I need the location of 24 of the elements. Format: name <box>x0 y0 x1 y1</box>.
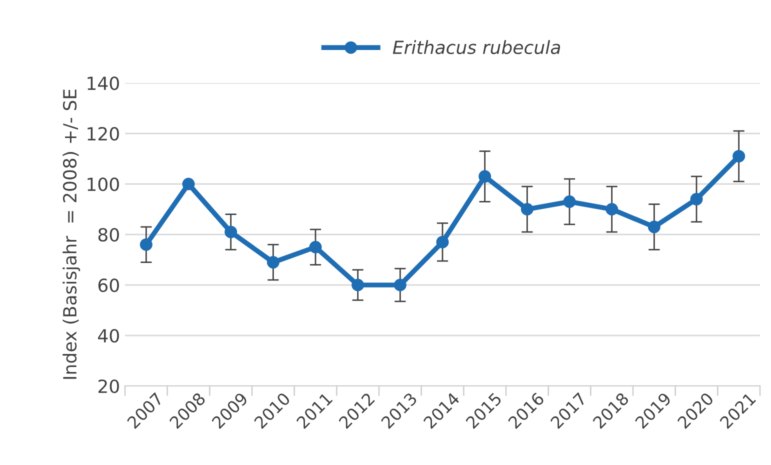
point <box>520 203 534 216</box>
point <box>732 150 746 162</box>
y-tick-label: 120 <box>88 126 119 141</box>
legend-label: Erithacus rubecula <box>392 40 560 54</box>
y-axis-title: Index (Basisjahr = 2008) +/- SE <box>62 90 80 379</box>
point <box>394 278 406 292</box>
y-tick-label: 100 <box>88 177 119 192</box>
point <box>182 178 195 190</box>
point <box>648 220 660 234</box>
point <box>563 195 576 208</box>
point <box>606 203 618 216</box>
point <box>478 170 492 183</box>
point <box>309 240 322 254</box>
y-tick-label: 20 <box>98 379 119 394</box>
y-tick-label: 60 <box>98 278 119 292</box>
y-tick-label: 40 <box>98 328 119 343</box>
point <box>266 256 280 269</box>
point <box>224 226 238 238</box>
point <box>352 278 364 292</box>
point <box>436 236 449 248</box>
point <box>690 192 703 206</box>
y-tick-label: 140 <box>88 76 119 90</box>
y-tick-label: 80 <box>98 228 119 242</box>
point <box>140 238 152 251</box>
